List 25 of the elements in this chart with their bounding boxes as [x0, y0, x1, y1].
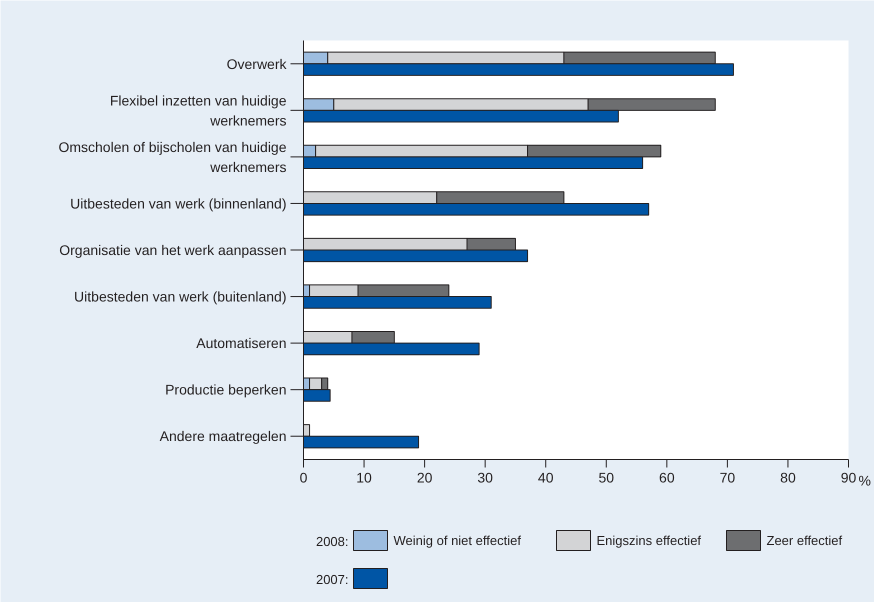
x-axis-title: % [858, 472, 871, 488]
x-tick-label: 30 [477, 470, 494, 486]
x-tick-label: 50 [598, 470, 614, 486]
y-tick-label: Automatiseren [196, 335, 287, 352]
x-tick-label: 60 [659, 470, 675, 486]
x-tick-label: 20 [416, 470, 433, 486]
x-tick-label: 80 [780, 470, 796, 486]
y-tick-label: Omscholen of bijscholen van huidige werknemers [58, 138, 287, 175]
x-tick-label: 70 [720, 470, 736, 486]
legend-label: Zeer effectief [766, 533, 843, 548]
legend-label: Enigszins effectief [596, 533, 702, 548]
x-tick-label: 0 [300, 470, 308, 486]
x-tick-label: 10 [356, 470, 372, 486]
y-tick-label: Andere maatregelen [160, 428, 287, 444]
legend-label: 2007: [316, 572, 349, 587]
y-tick-label: Productie beperken [165, 382, 287, 398]
y-tick-label: Flexibel inzetten van huidige werknemers [110, 92, 287, 128]
y-tick-label: Uitbesteden van werk (buitenland) [74, 288, 287, 305]
y-tick-label: Uitbesteden van werk (binnenland) [70, 195, 287, 212]
y-tick-label: Overwerk [226, 56, 288, 72]
legend-title: 2008: [316, 534, 349, 549]
x-tick-label: 40 [538, 470, 554, 486]
x-tick-label: 90 [840, 470, 856, 486]
y-tick-label: Organisatie van het werk aanpassen [59, 242, 287, 258]
legend-label: Weinig of niet effectief [394, 533, 522, 548]
